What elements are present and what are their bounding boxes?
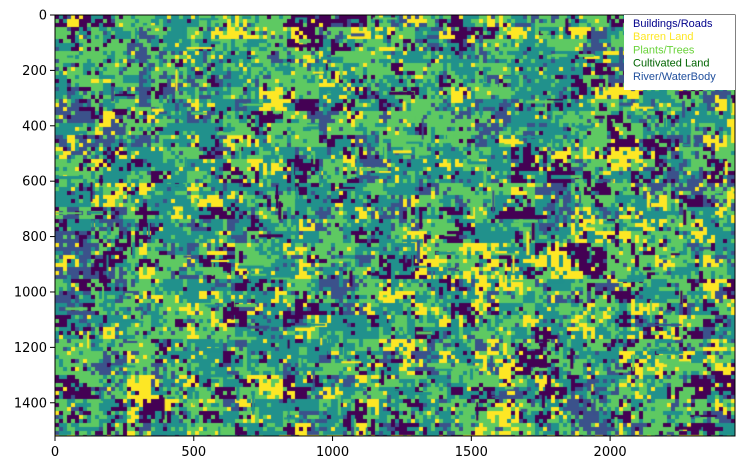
y-tick-label: 1200 <box>14 341 47 356</box>
x-tick-label: 1500 <box>455 445 488 460</box>
x-tick-label: 0 <box>51 445 59 460</box>
y-tick-label: 600 <box>22 175 47 190</box>
y-tick-label: 200 <box>22 64 47 79</box>
legend-entry: River/WaterBody <box>633 71 716 83</box>
legend-entry: Barren Land <box>633 31 694 43</box>
legend-box <box>624 15 735 90</box>
y-tick-label: 800 <box>22 230 47 245</box>
legend-entry: Buildings/Roads <box>633 18 713 30</box>
x-tick-label: 500 <box>181 445 206 460</box>
y-tick-label: 1000 <box>14 285 47 300</box>
classification-map <box>55 15 735 436</box>
legend-entry: Plants/Trees <box>633 44 695 56</box>
x-tick-label: 2000 <box>594 445 627 460</box>
y-tick-label: 1400 <box>14 396 47 411</box>
plot-frame <box>54 14 736 437</box>
legend-entry: Cultivated Land <box>633 58 709 70</box>
x-tick-label: 1000 <box>316 445 349 460</box>
y-tick-label: 0 <box>39 9 47 24</box>
y-axis: 0 200 400 600 800 1000 1200 1400 <box>14 9 55 411</box>
x-axis: 0 500 1000 1500 2000 <box>51 436 627 460</box>
y-tick-label: 400 <box>22 119 47 134</box>
